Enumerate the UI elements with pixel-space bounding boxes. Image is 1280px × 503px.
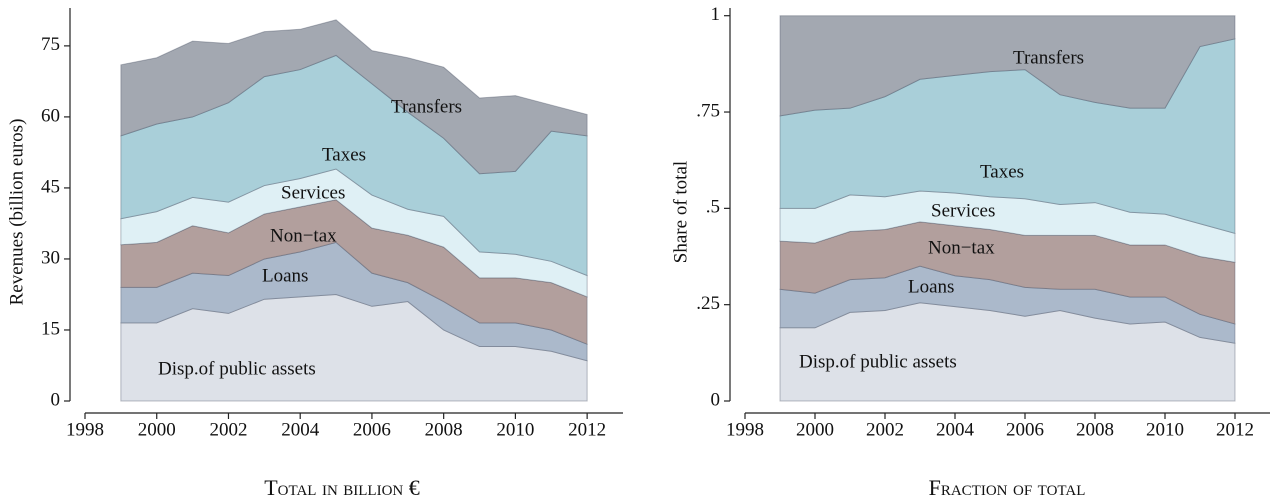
x-tick-label: 2004 <box>936 419 975 440</box>
y-tick-label: 1 <box>711 4 721 25</box>
series-label: Disp.of public assets <box>158 358 316 379</box>
y-tick-label: 75 <box>41 34 60 55</box>
x-tick-label: 2012 <box>568 419 606 440</box>
x-tick-label: 2000 <box>796 419 834 440</box>
x-tick-label: 2004 <box>281 419 320 440</box>
series-label: Services <box>281 182 345 203</box>
series-label: Taxes <box>980 161 1024 182</box>
x-tick-label: 2002 <box>209 419 247 440</box>
series-label: Loans <box>908 276 954 297</box>
y-tick-label: 60 <box>41 105 60 126</box>
x-tick-label: 2012 <box>1216 419 1254 440</box>
x-tick-label: 2000 <box>138 419 176 440</box>
y-tick-label: 45 <box>41 176 60 197</box>
y-tick-label: 30 <box>41 247 60 268</box>
x-tick-label: 2008 <box>425 419 463 440</box>
x-tick-label: 2008 <box>1076 419 1114 440</box>
y-axis-title: Revenues (billion euros) <box>6 119 27 306</box>
y-tick-label: 15 <box>41 318 60 339</box>
x-axis-caption: Total in billion € <box>264 475 420 500</box>
y-axis-title: Share of total <box>670 161 691 263</box>
y-tick-label: .75 <box>696 100 720 121</box>
y-tick-label: 0 <box>711 389 721 410</box>
series-label: Disp.of public assets <box>799 351 957 372</box>
series-label: Non−tax <box>928 237 995 258</box>
x-tick-label: 1998 <box>66 419 104 440</box>
series-label: Non−tax <box>270 225 337 246</box>
x-tick-label: 2010 <box>496 419 534 440</box>
x-tick-label: 1998 <box>726 419 764 440</box>
area <box>779 302 1236 402</box>
y-tick-label: .25 <box>696 293 720 314</box>
series-label: Transfers <box>1013 47 1084 68</box>
y-tick-label: .5 <box>706 197 720 218</box>
x-axis-caption: Fraction of total <box>929 475 1086 500</box>
series-label: Taxes <box>322 144 366 165</box>
series-label: Loans <box>262 265 308 286</box>
x-tick-label: 2002 <box>866 419 904 440</box>
series-label: Services <box>931 200 995 221</box>
series-label: Transfers <box>391 96 462 117</box>
y-tick-label: 0 <box>51 389 61 410</box>
x-tick-label: 2006 <box>1006 419 1044 440</box>
area <box>120 168 588 298</box>
area <box>120 19 588 175</box>
area <box>779 38 1236 235</box>
area <box>779 15 1236 117</box>
x-tick-label: 2010 <box>1146 419 1184 440</box>
x-tick-label: 2006 <box>353 419 391 440</box>
